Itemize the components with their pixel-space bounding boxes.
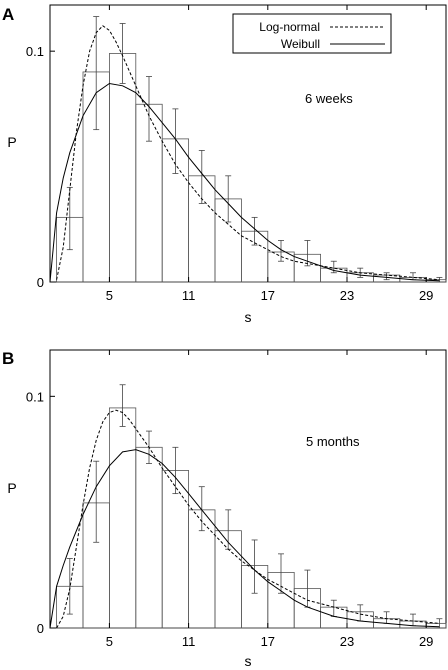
- error-bar: [146, 76, 152, 142]
- x-tick-label: 17: [261, 288, 275, 303]
- y-axis-label: P: [7, 134, 16, 150]
- x-tick-label: 23: [340, 288, 354, 303]
- error-bar: [172, 446, 179, 495]
- y-tick-label: 0.1: [26, 389, 44, 404]
- log-normal-curve: [56, 25, 440, 281]
- legend-label: Log-normal: [259, 20, 320, 34]
- y-tick-label: 0.1: [26, 44, 44, 59]
- error-bar: [410, 613, 416, 627]
- error-bar: [278, 240, 284, 262]
- histogram-bar: [425, 622, 447, 629]
- x-tick-label: 11: [182, 288, 196, 303]
- log-normal-curve: [56, 409, 440, 629]
- histogram-bar: [109, 407, 137, 629]
- error-bar: [225, 175, 232, 223]
- error-bar: [93, 460, 100, 543]
- error-bar: [357, 604, 364, 622]
- error-bar: [66, 558, 73, 615]
- error-bar: [251, 539, 258, 594]
- error-bar: [225, 509, 232, 550]
- x-tick-label: 23: [340, 634, 354, 649]
- y-tick-label: 0: [37, 621, 44, 636]
- histogram-bar: [109, 53, 137, 283]
- panel-b: B 5 11 17 23 29 0 0.1 s P 5 months: [2, 349, 447, 669]
- error-bar: [383, 611, 390, 624]
- time-annotation: 6 weeks: [305, 91, 353, 106]
- legend: Log-normal Weibull: [232, 13, 392, 54]
- error-bar: [119, 384, 126, 427]
- error-bar: [172, 108, 179, 174]
- error-bar: [198, 486, 205, 532]
- error-bar: [93, 16, 100, 131]
- x-tick-label: 11: [182, 634, 196, 649]
- histogram-bar: [135, 446, 163, 629]
- y-axis-label: P: [7, 480, 16, 496]
- legend-label: Weibull: [281, 37, 320, 51]
- y-tick-label: 0: [37, 275, 44, 290]
- weibull-curve: [49, 449, 440, 629]
- x-tick-label: 5: [106, 288, 113, 303]
- error-bar: [66, 186, 73, 251]
- error-bar: [119, 23, 126, 84]
- panel-letter: B: [2, 349, 14, 368]
- weibull-curve: [49, 82, 440, 283]
- x-tick-label: 17: [261, 634, 275, 649]
- error-bar: [383, 272, 390, 281]
- error-bar: [251, 216, 258, 246]
- x-axis-label: s: [245, 653, 252, 669]
- error-bar: [410, 272, 416, 281]
- histogram-bar: [161, 470, 189, 629]
- error-bar: [330, 599, 337, 617]
- panel-a: A 5 11 17 23 29 0 0.1 s P 6 weeks Log-normal Weibull: [2, 4, 447, 325]
- x-tick-label: 29: [419, 288, 433, 303]
- panel-letter: A: [2, 5, 14, 24]
- x-tick-label: 5: [106, 634, 113, 649]
- error-bar: [198, 150, 205, 204]
- x-axis-label: s: [245, 309, 252, 325]
- legend-box: [232, 13, 392, 54]
- time-annotation: 5 months: [306, 434, 360, 449]
- x-tick-label: 29: [419, 634, 433, 649]
